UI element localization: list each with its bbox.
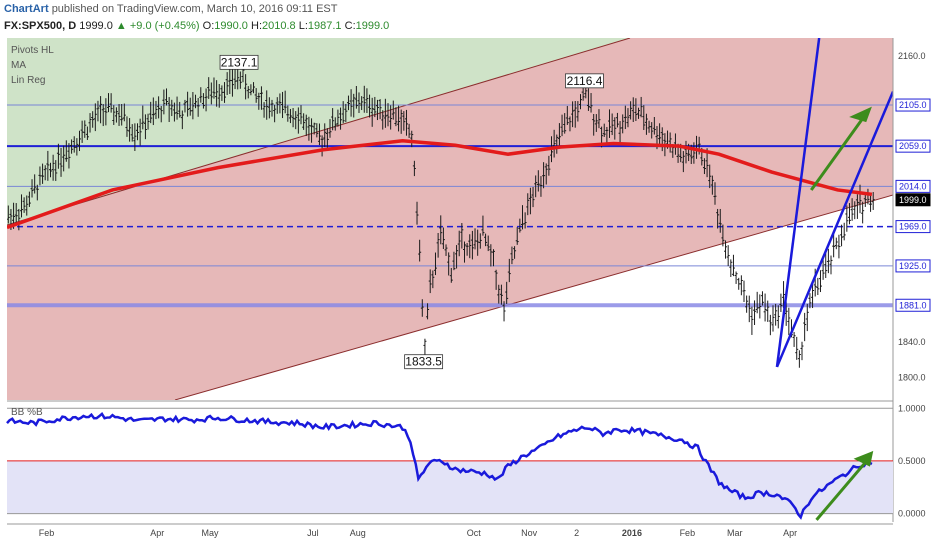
- pivot-box: [404, 354, 444, 370]
- y-tick-label: 1800.0: [898, 373, 926, 383]
- bbpb-y-tick-label: 0.0000: [898, 509, 926, 519]
- symbol-header: FX:SPX500, D 1999.0 ▲ +9.0 (+0.45%) O:19…: [4, 20, 389, 32]
- y-tick-label: 1840.0: [898, 337, 926, 347]
- low-label: L:: [298, 20, 308, 32]
- x-tick-label: Oct: [467, 528, 482, 538]
- level-box: [895, 139, 931, 153]
- low-value: 1987.1: [307, 20, 342, 32]
- level-box-label: 1881.0: [899, 300, 927, 310]
- projection-arrow: [810, 115, 866, 191]
- x-tick-label: May: [202, 528, 220, 538]
- upper-pane: 2137.1 2116.4 1833.5: [7, 38, 893, 400]
- level-box: [895, 220, 931, 234]
- level-box: [895, 193, 931, 207]
- close-label: C:: [344, 20, 356, 32]
- level-box: [895, 259, 931, 273]
- pivot-label: 2137.1: [221, 55, 258, 69]
- level-box-label: 1969.0: [899, 222, 927, 232]
- lower-pane: [6, 407, 893, 521]
- trend-line-shallow: [775, 91, 893, 368]
- publish-info: published on TradingView.com, March 10, …: [51, 3, 338, 15]
- x-tick-label: Feb: [39, 528, 55, 538]
- x-tick-label: Jul: [307, 528, 319, 538]
- publish-header: ChartArt published on TradingView.com, M…: [4, 3, 337, 15]
- bbpb-arrowhead: [853, 450, 874, 467]
- high-value: 2010.8: [262, 20, 296, 32]
- bbpb-arrow: [815, 459, 868, 521]
- y-tick-label: 2160.0: [898, 51, 926, 61]
- bbpb-line: [6, 411, 873, 520]
- high-label: H:: [251, 20, 262, 32]
- x-tick-label: Nov: [521, 528, 538, 538]
- open-value: 1990.0: [214, 20, 248, 32]
- x-tick-label: Aug: [350, 528, 366, 538]
- bbpb-legend: BB %B: [11, 407, 43, 418]
- level-box-label: 2059.0: [899, 141, 927, 151]
- trend-line-steep: [775, 38, 821, 368]
- indicator-legend-1: MA: [11, 60, 26, 71]
- pivot-box: [565, 73, 604, 89]
- price-bars: [7, 62, 875, 368]
- level-box-label: 1999.0: [899, 195, 927, 205]
- lin-reg-upper-line: [7, 38, 631, 226]
- brand-link[interactable]: ChartArt: [4, 3, 49, 15]
- level-box: [895, 298, 931, 312]
- x-tick-label: Apr: [783, 528, 797, 538]
- last-price: 1999.0: [79, 20, 113, 32]
- moving-average-line: [7, 139, 873, 230]
- level-box-label: 2105.0: [899, 100, 927, 110]
- indicator-legend-0: Pivots HL: [11, 45, 54, 56]
- close-value: 1999.0: [355, 20, 390, 32]
- level-box: [895, 98, 931, 112]
- lin-reg-lower-line: [174, 194, 893, 400]
- x-tick-label: Apr: [150, 528, 164, 538]
- pivot-label: 2116.4: [567, 74, 603, 88]
- up-arrow-icon: ▲: [115, 20, 127, 32]
- bbpb-y-tick-label: 1.0000: [898, 403, 926, 413]
- level-box: [895, 179, 931, 193]
- x-tick-label: 2016: [622, 528, 642, 538]
- open-label: O:: [202, 20, 215, 32]
- indicator-legend-2: Lin Reg: [11, 75, 45, 86]
- projection-arrowhead: [849, 106, 872, 123]
- pivot-label: 1833.5: [405, 355, 442, 369]
- x-tick-label: Feb: [680, 528, 696, 538]
- pivot-box: [219, 54, 259, 70]
- level-box-label: 1925.0: [899, 261, 927, 271]
- level-box-label: 2014.0: [899, 181, 927, 191]
- x-tick-label: 2: [574, 528, 579, 538]
- symbol-label: FX:SPX500, D: [4, 20, 77, 32]
- bbpb-y-tick-label: 0.5000: [898, 456, 926, 466]
- x-tick-label: Mar: [727, 528, 743, 538]
- price-change: +9.0 (+0.45%): [129, 20, 200, 32]
